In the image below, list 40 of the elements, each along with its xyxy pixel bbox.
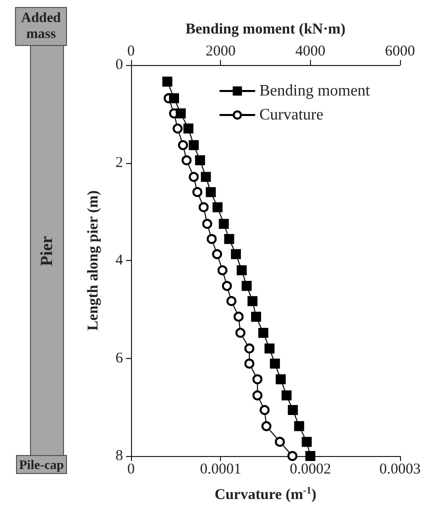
point (222, 280, 232, 291)
point (261, 421, 272, 432)
x-tick-label: 0.0002 (290, 462, 331, 478)
point (287, 451, 298, 461)
point (260, 405, 270, 416)
point (182, 155, 192, 166)
point (226, 296, 236, 306)
y-tick-label: 2 (116, 154, 123, 171)
x2-axis-title: Bending moment (kN·m) (185, 22, 346, 38)
point (235, 328, 246, 338)
point (212, 249, 222, 260)
legend-label: Bending moment (259, 82, 371, 100)
point (206, 234, 217, 244)
legend-label: Curvature (259, 106, 324, 124)
y-tick-label: 0 (116, 57, 123, 73)
point (172, 124, 183, 134)
x2-tick-label: 0 (127, 44, 135, 60)
point (252, 390, 262, 400)
point (198, 202, 209, 212)
x2-tick-label: 6000 (385, 44, 415, 60)
point (178, 140, 188, 150)
point (252, 374, 262, 384)
y-tick-label: 8 (116, 448, 123, 464)
y-axis-title: Length along pier (m) (86, 190, 102, 331)
y-tick-label: 6 (116, 350, 124, 366)
point (234, 312, 244, 322)
y-tick-label: 4 (116, 252, 124, 268)
point (244, 358, 254, 369)
x-tick-label: 0.0003 (379, 462, 421, 478)
x-tick-label: 0.0001 (200, 462, 242, 478)
point (217, 265, 228, 276)
point (188, 172, 199, 182)
x2-tick-label: 4000 (295, 44, 326, 60)
point (192, 187, 202, 198)
pier-diagram: Pier Added mass Pile-cap (15, 7, 67, 474)
point (202, 218, 212, 229)
point (244, 343, 254, 354)
point (274, 436, 285, 447)
x2-tick-label: 2000 (206, 44, 236, 60)
x-tick-label: 0 (127, 462, 135, 478)
